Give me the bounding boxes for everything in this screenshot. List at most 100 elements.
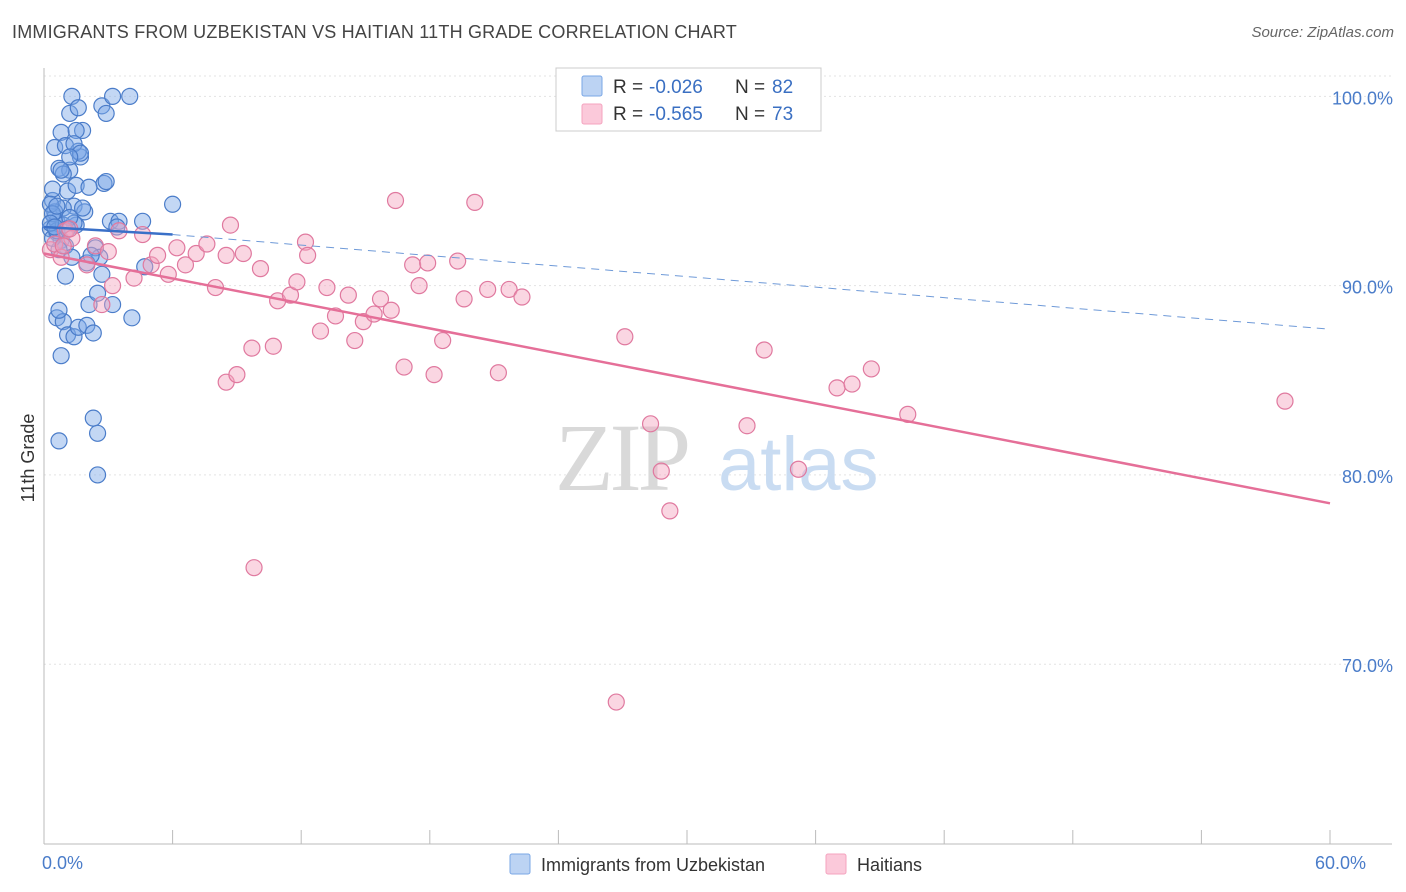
point-uzbekistan-7 [52,123,70,141]
point-haitians-23 [234,244,252,263]
point-uzbekistan-71 [97,172,115,191]
point-haitians-55 [243,339,261,357]
watermark: ZIP atlas [555,404,879,511]
point-haitians-49 [479,280,497,299]
point-uzbekistan-54 [84,409,102,427]
point-haitians-13 [142,256,160,274]
series-swatch-haitians [825,853,847,875]
point-uzbekistan-56 [88,466,107,484]
point-uzbekistan-78 [52,161,70,179]
point-haitians-62 [755,341,773,359]
point-haitians-54 [228,366,246,384]
trend-lines [43,225,1331,505]
axes [43,68,1392,845]
point-haitians-30 [311,322,330,340]
point-uzbekistan-8 [61,104,79,123]
point-haitians-59 [652,462,670,480]
point-uzbekistan-49 [123,309,141,327]
trend-haitians [43,252,1331,505]
legend-r-label-1: R = [613,77,643,98]
legend-n-value-1: 82 [772,77,793,98]
point-haitians-41 [404,256,422,274]
point-uzbekistan-31 [67,121,85,140]
point-haitians-69 [245,559,263,577]
point-uzbekistan-47 [93,265,111,283]
point-haitians-63 [789,460,808,478]
point-haitians-7 [93,295,111,314]
trend-uzbekistan-solid [43,225,173,236]
point-uzbekistan-4 [43,180,62,198]
stats-legend: R = -0.026 N = 82 R = -0.565 N = 73 [555,67,822,132]
point-haitians-31 [318,278,336,297]
point-haitians-60 [661,502,679,520]
point-haitians-8 [99,242,117,261]
y-tick-label-3: 70.0% [1342,656,1393,676]
point-haitians-18 [187,244,205,263]
point-uzbekistan-80 [61,148,79,166]
point-haitians-48 [466,193,484,211]
point-haitians-19 [198,235,216,253]
legend-swatch-haitians [581,103,603,125]
point-haitians-38 [382,301,400,319]
point-haitians-22 [221,216,240,234]
point-haitians-52 [513,288,531,306]
point-uzbekistan-52 [52,347,70,365]
point-uzbekistan-30 [73,121,92,140]
point-haitians-14 [148,246,167,264]
y-tick-label-0: 100.0% [1332,88,1393,108]
watermark-atlas: atlas [718,422,879,507]
legend-n-value-2: 73 [772,104,793,125]
point-haitians-16 [168,239,186,257]
legend-r-value-2: -0.565 [649,104,703,125]
point-haitians-34 [346,331,364,350]
legend-n-label-1: N = [735,77,765,98]
series-legend: Immigrants from Uzbekistan Haitians [509,853,922,875]
point-haitians-51 [500,280,518,299]
point-uzbekistan-10 [69,99,87,117]
point-uzbekistan-35 [121,87,139,105]
grid-lines [44,75,1392,665]
point-haitians-44 [425,366,443,384]
point-haitians-39 [386,191,405,210]
tick-labels: 100.0% 90.0% 80.0% 70.0% 0.0% 60.0% [42,88,1393,873]
point-uzbekistan-50 [136,258,154,276]
point-haitians-57 [616,328,634,346]
point-uzbekistan-51 [56,267,75,285]
data-points [41,87,1294,711]
point-haitians-29 [299,246,317,264]
point-uzbekistan-66 [164,195,182,213]
point-uzbekistan-28 [80,178,98,196]
legend-r-label-2: R = [613,104,643,125]
point-haitians-61 [738,417,756,435]
trend-uzbekistan-dashed [172,234,1331,330]
point-haitians-65 [843,375,861,393]
point-haitians-56 [264,337,282,355]
point-haitians-64 [828,379,846,397]
y-axis-label: 11th Grade [18,414,38,503]
point-uzbekistan-46 [88,284,107,302]
chart-title: IMMIGRANTS FROM UZBEKISTAN VS HAITIAN 11… [12,22,737,42]
point-haitians-9 [103,277,122,295]
legend-r-value-1: -0.026 [649,77,703,98]
point-haitians-50 [489,364,507,382]
point-haitians-43 [419,254,437,272]
point-haitians-12 [133,225,152,244]
point-uzbekistan-6 [46,138,64,157]
point-uzbekistan-41 [65,328,83,346]
point-haitians-24 [251,260,270,278]
point-haitians-28 [296,233,315,251]
point-uzbekistan-15 [67,176,85,194]
point-uzbekistan-63 [73,199,92,217]
point-haitians-37 [371,290,390,308]
point-haitians-58 [641,415,660,433]
point-uzbekistan-53 [50,432,68,450]
y-tick-label-2: 80.0% [1342,467,1393,487]
point-haitians-21 [217,246,235,264]
point-uzbekistan-77 [48,197,66,215]
x-tick-label-1: 60.0% [1315,853,1366,873]
point-haitians-33 [339,286,357,304]
legend-swatch-uzbekistan [581,75,603,97]
point-haitians-5 [78,256,96,274]
legend-n-label-2: N = [735,104,765,125]
